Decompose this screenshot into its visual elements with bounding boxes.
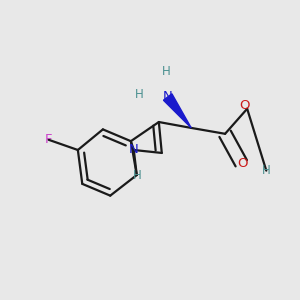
Text: O: O — [238, 157, 248, 170]
Text: N: N — [163, 91, 172, 103]
Text: H: H — [133, 169, 142, 182]
Text: H: H — [135, 88, 144, 101]
Polygon shape — [164, 94, 191, 128]
Text: N: N — [129, 143, 139, 157]
Text: H: H — [262, 164, 271, 177]
Text: F: F — [45, 133, 52, 146]
Text: O: O — [239, 99, 250, 112]
Text: H: H — [162, 65, 171, 79]
